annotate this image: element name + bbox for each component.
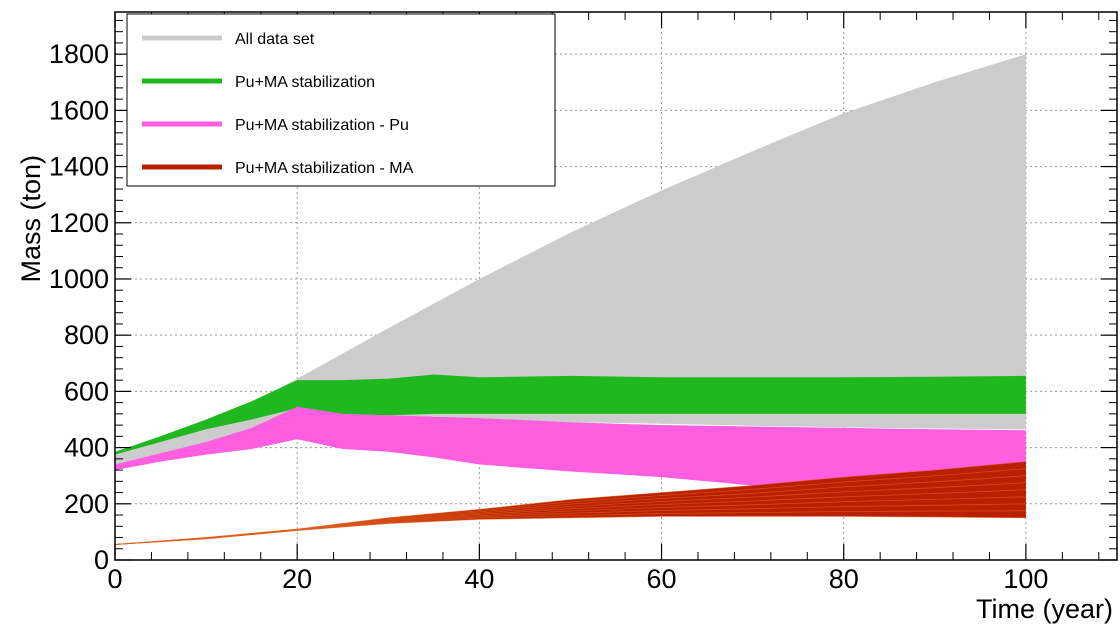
- y-axis-title: Mass (ton): [16, 155, 46, 283]
- x-tick-label: 0: [107, 564, 122, 594]
- y-tick-label: 0: [94, 545, 109, 575]
- y-tick-label: 800: [64, 320, 109, 350]
- y-tick-label: 1200: [49, 208, 109, 238]
- x-tick-label: 100: [1003, 564, 1048, 594]
- x-tick-label: 80: [829, 564, 859, 594]
- area-pu: [115, 406, 1026, 501]
- data-areas: [114, 54, 1026, 545]
- legend-label-pu: Pu+MA stabilization - Pu: [235, 117, 409, 134]
- area-pu-ma: [115, 374, 1026, 455]
- legend: All data set Pu+MA stabilization Pu+MA s…: [126, 13, 556, 187]
- ma-strand-line: [114, 461, 1026, 545]
- legend-label-ma: Pu+MA stabilization - MA: [235, 160, 414, 177]
- legend-box: [126, 13, 556, 187]
- y-tick-label: 600: [64, 376, 109, 406]
- legend-label-pu-ma: Pu+MA stabilization: [235, 74, 375, 91]
- plot-border: [114, 11, 1118, 561]
- legend-label-all-data: All data set: [235, 31, 315, 48]
- x-tick-label: 20: [282, 564, 312, 594]
- y-tick-label: 1000: [49, 264, 109, 294]
- area-all-data: [115, 54, 1026, 471]
- y-tick-label: 400: [64, 433, 109, 463]
- y-tick-label: 1400: [49, 152, 109, 182]
- y-tick-label: 1600: [49, 95, 109, 125]
- y-tick-label: 1800: [49, 39, 109, 69]
- tick-marks: [114, 12, 1117, 561]
- x-axis-title: Time (year): [976, 594, 1113, 624]
- tick-labels: 0 20 40 60 80 1000200400600800100012001400160…: [49, 39, 1049, 594]
- x-tick-label: 40: [464, 564, 494, 594]
- x-tick-label: 60: [647, 564, 677, 594]
- y-tick-label: 200: [64, 489, 109, 519]
